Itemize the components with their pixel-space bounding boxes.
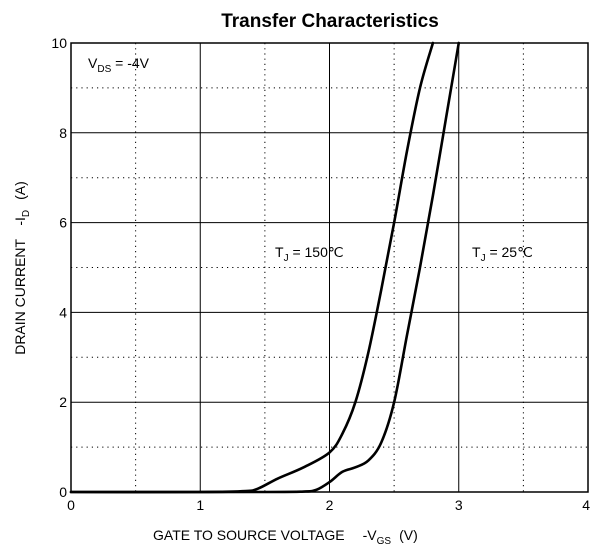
- plot-frame: [70, 42, 589, 493]
- y-tick-label: 0: [59, 484, 67, 500]
- chart-title: Transfer Characteristics: [221, 11, 439, 32]
- y-tick-label: 6: [59, 215, 67, 231]
- x-tick-label: 4: [582, 497, 590, 513]
- y-tick-labels: 0 2 4 6 8 10: [51, 35, 67, 500]
- x-tick-label: 2: [326, 497, 334, 513]
- x-tick-label: 1: [196, 497, 204, 513]
- series-label-150c: TJ = 150℃: [275, 244, 344, 264]
- y-axis-label: DRAIN CURRENT-ID(A): [12, 181, 32, 355]
- y-tick-label: 2: [59, 394, 67, 410]
- series-label-25c: TJ = 25℃: [472, 244, 533, 264]
- x-tick-labels: 0 1 2 3 4: [67, 497, 590, 513]
- x-tick-label: 0: [67, 497, 75, 513]
- x-axis-label: GATE TO SOURCE VOLTAGE -VGS (V): [153, 527, 418, 546]
- minor-grid: [71, 43, 588, 492]
- y-tick-label: 10: [51, 35, 67, 51]
- plot-area: [69, 41, 589, 494]
- y-tick-label: 8: [59, 125, 67, 141]
- x-tick-label: 3: [455, 497, 463, 513]
- vds-condition-label: VDS = -4V: [88, 55, 150, 75]
- y-tick-label: 4: [59, 304, 67, 320]
- major-grid: [71, 43, 588, 492]
